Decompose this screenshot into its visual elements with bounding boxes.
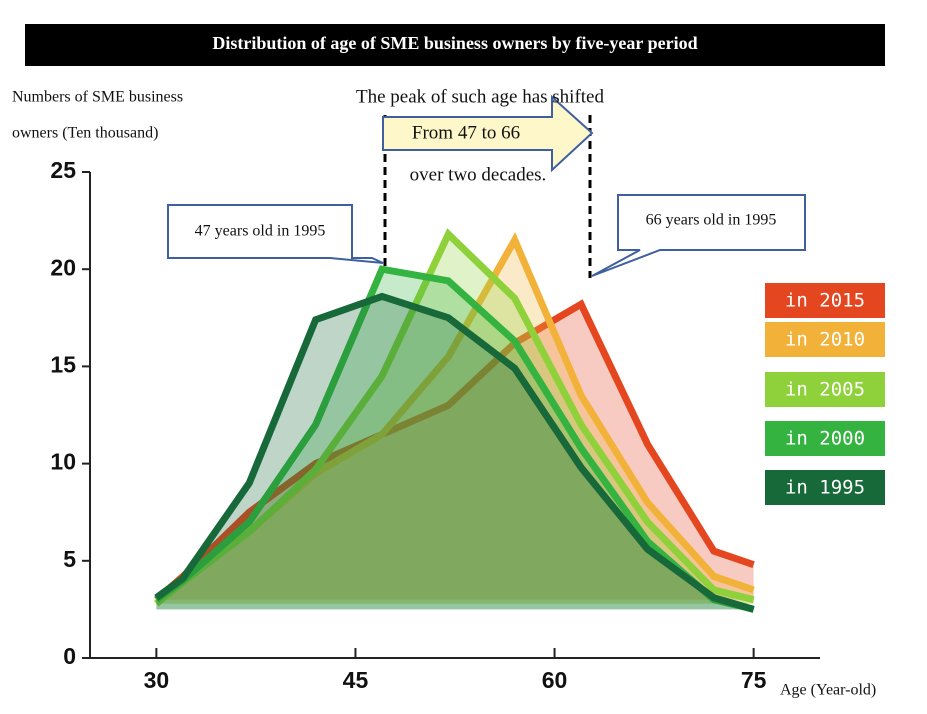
title-bar — [25, 24, 885, 66]
x-tick-label: 45 — [343, 667, 369, 693]
legend-label: in 2005 — [785, 379, 865, 401]
annotation: over two decades. — [410, 164, 547, 185]
series-area — [156, 304, 754, 600]
y-tick-label: 25 — [50, 157, 76, 183]
x-axis-label: Age (Year-old) — [780, 682, 876, 699]
callout-text: 47 years old in 1995 — [195, 223, 326, 240]
legend-label: in 2015 — [785, 290, 865, 312]
callout-text: 66 years old in 1995 — [646, 212, 777, 229]
shift-arrow — [382, 94, 594, 173]
chart-title: Distribution of age of SME business owne… — [212, 33, 697, 53]
series-area — [156, 240, 754, 604]
callout-box — [591, 194, 806, 277]
y-tick-label: 20 — [50, 254, 76, 280]
plot-area: 0 5 10 15 20 25 30 45 60 75 — [50, 157, 820, 693]
legend-swatch — [765, 470, 885, 505]
series-line — [154, 265, 755, 613]
callout-box — [167, 204, 384, 264]
series-area — [156, 296, 754, 610]
legend-label: in 2000 — [785, 428, 865, 450]
annotation: The peak of such age has shifted — [356, 86, 604, 107]
x-tick-label: 60 — [542, 667, 568, 693]
y-tick-label: 5 — [63, 546, 76, 572]
x-tick-label: 30 — [144, 667, 170, 693]
legend-label: in 2010 — [785, 329, 865, 351]
legend-swatch — [765, 322, 885, 357]
legend-label: in 1995 — [785, 477, 865, 499]
series-line — [154, 292, 755, 613]
series-area — [156, 269, 754, 610]
legend-swatch — [765, 372, 885, 407]
series-area — [156, 234, 754, 604]
y-tick-label: 10 — [50, 449, 76, 475]
legend-swatch — [765, 283, 885, 318]
legend-swatch — [765, 421, 885, 456]
series-line — [154, 228, 755, 607]
y-tick-label: 0 — [63, 643, 76, 669]
y-axis-label: owners (Ten thousand) — [12, 125, 158, 142]
series-line — [154, 299, 755, 603]
y-axis-label: Numbers of SME business — [12, 89, 183, 106]
annotation: From 47 to 66 — [412, 122, 520, 143]
x-tick-label: 75 — [741, 667, 767, 693]
y-tick-label: 15 — [50, 351, 76, 377]
